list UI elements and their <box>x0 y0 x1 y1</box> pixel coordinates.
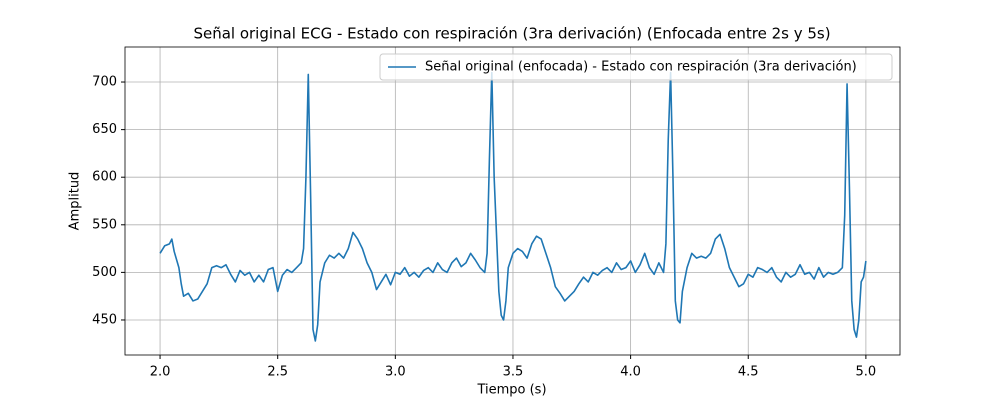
y-tick-label: 700 <box>92 75 117 90</box>
x-tick-label: 2.5 <box>267 365 288 380</box>
plot-frame <box>124 46 901 356</box>
x-tick-label: 4.5 <box>738 365 759 380</box>
y-tick-label: 500 <box>92 265 117 280</box>
x-tick-label: 2.0 <box>150 365 171 380</box>
y-tick-label: 450 <box>92 312 117 327</box>
legend-label: Señal original (enfocada) - Estado con r… <box>425 60 857 75</box>
x-axis-label: Tiempo (s) <box>476 383 546 398</box>
chart-title: Señal original ECG - Estado con respirac… <box>193 25 830 43</box>
x-tick-label: 3.5 <box>503 365 524 380</box>
data-line <box>159 71 867 342</box>
y-axis-label: Amplitud <box>68 172 83 231</box>
x-tick-label: 4.0 <box>620 365 641 380</box>
x-tick-label: 5.0 <box>856 365 877 380</box>
legend-box <box>379 53 893 81</box>
y-tick-label: 650 <box>92 122 117 137</box>
y-tick-label: 600 <box>92 170 117 185</box>
y-tick-label: 550 <box>92 217 117 232</box>
x-tick-label: 3.0 <box>385 365 406 380</box>
